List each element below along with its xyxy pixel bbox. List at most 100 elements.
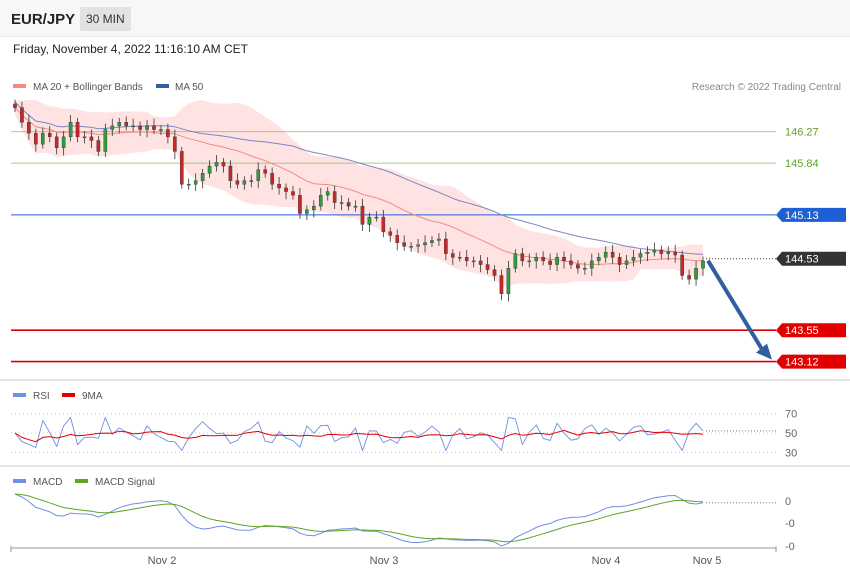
bearish-candle (152, 125, 156, 130)
support-label: 143.55 (785, 325, 819, 337)
x-axis-label: Nov 3 (370, 555, 399, 567)
bearish-candle (291, 191, 295, 196)
signal-legend-swatch (75, 479, 88, 483)
bullish-candle (207, 165, 212, 174)
bearish-candle (284, 187, 288, 192)
support-tag (776, 354, 846, 369)
bearish-candle (451, 253, 455, 258)
bearish-candle (179, 151, 184, 185)
bearish-candle (492, 269, 497, 276)
bullish-candle (117, 122, 122, 127)
rsi-ma-legend-label: 9MA (82, 391, 103, 402)
macd-axis-label: 0 (785, 496, 791, 508)
bullish-candle (631, 257, 636, 262)
bullish-candle (430, 240, 434, 243)
bearish-candle (221, 162, 226, 167)
bearish-candle (569, 260, 573, 265)
bearish-candle (659, 249, 664, 254)
bullish-candle (416, 244, 420, 247)
bearish-candle (464, 257, 469, 262)
chart-datetime: Friday, November 4, 2022 11:16:10 AM CET (13, 42, 249, 56)
bearish-candle (34, 132, 38, 145)
bearish-candle (27, 122, 31, 134)
instrument-title: EUR/JPY (11, 11, 76, 28)
bullish-candle (513, 253, 518, 269)
bullish-candle (186, 184, 191, 186)
bullish-candle (596, 257, 601, 262)
bearish-candle (13, 103, 17, 108)
bearish-candle (520, 253, 525, 262)
bearish-candle (673, 251, 678, 256)
bullish-candle (652, 249, 657, 253)
bearish-candle (478, 260, 483, 265)
bullish-candle (534, 257, 539, 262)
bearish-candle (548, 260, 552, 265)
bearish-candle (166, 129, 170, 138)
timeframe-button[interactable]: 30 MIN (80, 7, 131, 31)
rsi-line (14, 416, 704, 452)
bullish-candle (193, 180, 198, 185)
bullish-candle (40, 132, 45, 145)
bearish-candle (360, 205, 365, 225)
bullish-candle (214, 162, 219, 167)
bullish-candle (82, 136, 87, 139)
bullish-candle (666, 251, 671, 254)
bearish-candle (541, 257, 545, 262)
bearish-candle (485, 264, 490, 270)
rsi-level-label: 70 (785, 409, 797, 421)
bearish-candle (270, 173, 274, 185)
bearish-candle (298, 195, 302, 214)
ma50-line (14, 101, 704, 255)
last-tag (776, 251, 846, 266)
pivot-tag (776, 207, 846, 222)
forecast-arrowhead (756, 343, 772, 360)
support-label: 143.12 (785, 357, 819, 369)
x-axis-label: Nov 5 (693, 555, 722, 567)
macd-line (14, 493, 704, 547)
macd-signal-line (14, 493, 704, 543)
bullish-candle (110, 125, 115, 130)
bullish-candle (694, 267, 698, 280)
bullish-candle (256, 169, 261, 181)
bearish-candle (402, 242, 406, 247)
support-tag (776, 323, 846, 338)
bullish-candle (701, 260, 705, 269)
bullish-candle (437, 238, 441, 241)
bearish-candle (228, 165, 233, 181)
bullish-candle (312, 205, 316, 211)
bullish-candle (423, 242, 427, 246)
bearish-candle (54, 136, 59, 148)
rsi-ma-line (14, 429, 704, 443)
bullish-candle (603, 251, 608, 258)
bearish-candle (346, 202, 351, 207)
x-axis-label: Nov 2 (148, 555, 177, 567)
bullish-candle (374, 216, 379, 219)
bearish-candle (235, 180, 240, 185)
bearish-candle (124, 122, 128, 127)
rsi-ma-legend-swatch (62, 393, 75, 397)
bullish-candle (353, 205, 358, 208)
ma50-legend-swatch (156, 84, 169, 88)
bearish-candle (444, 238, 448, 254)
bullish-candle (457, 257, 462, 259)
bearish-candle (75, 122, 80, 138)
bullish-candle (68, 122, 73, 138)
bullish-candle (645, 251, 650, 254)
x-axis-label: Nov 4 (592, 555, 621, 567)
bullish-candle (367, 216, 372, 225)
chart-header: EUR/JPY 30 MIN (0, 0, 850, 37)
macd-legend-swatch (13, 479, 26, 483)
bearish-candle (610, 251, 615, 258)
research-credit: Research © 2022 Trading Central (692, 82, 841, 93)
rsi-level-label: 30 (785, 447, 797, 459)
ma20-line (14, 107, 703, 265)
bullish-candle (590, 260, 594, 269)
rsi-legend-label: RSI (33, 391, 50, 402)
bullish-candle (638, 253, 643, 258)
bearish-candle (562, 257, 566, 262)
bearish-candle (20, 107, 24, 123)
bearish-candle (381, 216, 386, 232)
bullish-candle (200, 173, 205, 181)
bearish-candle (617, 257, 622, 265)
